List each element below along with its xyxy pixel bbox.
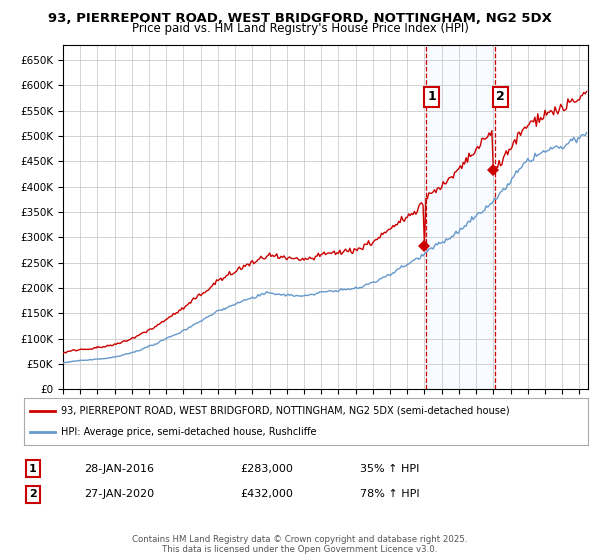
Text: 78% ↑ HPI: 78% ↑ HPI [360, 489, 419, 500]
Bar [425, 45, 494, 389]
Text: 1: 1 [427, 90, 436, 104]
Text: 2: 2 [496, 90, 505, 104]
Text: £432,000: £432,000 [240, 489, 293, 500]
Text: 93, PIERREPONT ROAD, WEST BRIDGFORD, NOTTINGHAM, NG2 5DX (semi-detached house): 93, PIERREPONT ROAD, WEST BRIDGFORD, NOT… [61, 406, 509, 416]
Text: 1: 1 [29, 464, 37, 474]
Text: 2: 2 [29, 489, 37, 500]
Text: 93, PIERREPONT ROAD, WEST BRIDGFORD, NOTTINGHAM, NG2 5DX: 93, PIERREPONT ROAD, WEST BRIDGFORD, NOT… [48, 12, 552, 25]
Text: Price paid vs. HM Land Registry's House Price Index (HPI): Price paid vs. HM Land Registry's House … [131, 22, 469, 35]
Text: £283,000: £283,000 [240, 464, 293, 474]
Text: 28-JAN-2016: 28-JAN-2016 [84, 464, 154, 474]
Text: HPI: Average price, semi-detached house, Rushcliffe: HPI: Average price, semi-detached house,… [61, 427, 316, 437]
Text: Contains HM Land Registry data © Crown copyright and database right 2025.
This d: Contains HM Land Registry data © Crown c… [132, 535, 468, 554]
Text: 35% ↑ HPI: 35% ↑ HPI [360, 464, 419, 474]
Text: 27-JAN-2020: 27-JAN-2020 [84, 489, 154, 500]
